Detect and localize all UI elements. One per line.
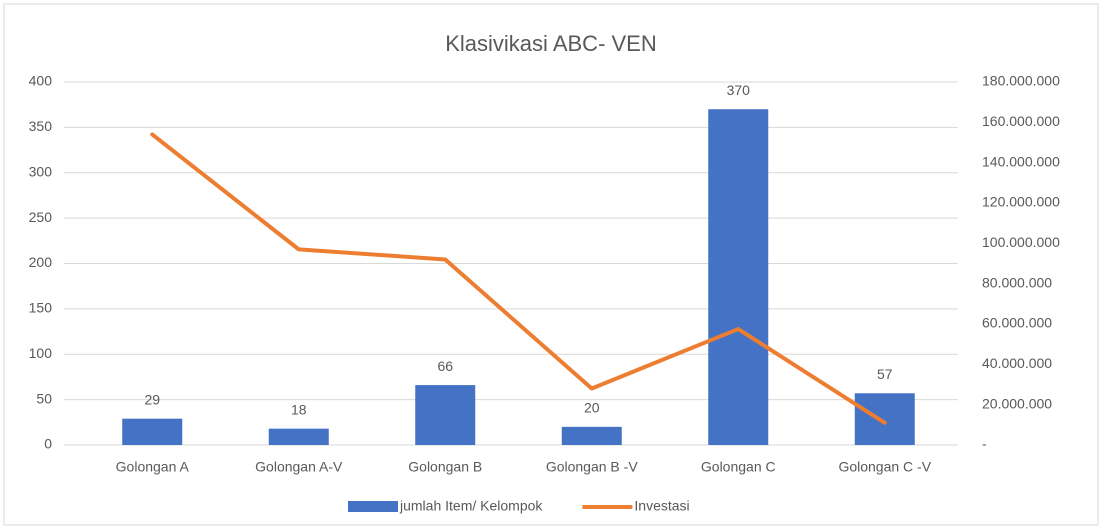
chart-title: Klasivikasi ABC- VEN xyxy=(445,31,657,56)
y-tick-label: 400 xyxy=(29,73,53,89)
x-tick-label: Golongan B xyxy=(408,459,482,475)
y2-tick-label: 20.000.000 xyxy=(982,395,1052,411)
legend-label: jumlah Item/ Kelompok xyxy=(399,498,543,514)
y2-tick-label: 60.000.000 xyxy=(982,315,1052,331)
y-tick-label: 50 xyxy=(36,390,52,406)
y2-tick-label: 140.000.000 xyxy=(982,153,1060,169)
chart-frame xyxy=(3,3,1099,526)
y-tick-label: 0 xyxy=(44,436,52,452)
x-tick-label: Golongan C -V xyxy=(838,459,931,475)
y2-tick-label: 160.000.000 xyxy=(982,113,1060,129)
data-label: 66 xyxy=(437,358,453,374)
y-tick-label: 100 xyxy=(29,345,53,361)
y-tick-label: 350 xyxy=(29,118,53,134)
bar xyxy=(122,418,183,445)
y-tick-label: 150 xyxy=(29,300,53,316)
data-label: 29 xyxy=(144,391,160,407)
bar xyxy=(415,385,476,445)
y-tick-label: 300 xyxy=(29,163,53,179)
x-tick-label: Golongan B -V xyxy=(546,459,638,475)
y2-tick-label: 100.000.000 xyxy=(982,234,1060,250)
data-label: 20 xyxy=(584,400,600,416)
y2-tick-label: 40.000.000 xyxy=(982,355,1052,371)
y2-tick-label: - xyxy=(982,436,987,452)
x-tick-label: Golongan C xyxy=(701,459,776,475)
legend-label: Investasi xyxy=(634,498,689,514)
x-tick-label: Golongan A xyxy=(116,459,190,475)
data-label: 57 xyxy=(877,366,893,382)
y2-tick-label: 120.000.000 xyxy=(982,194,1060,210)
line xyxy=(150,132,887,425)
bar xyxy=(268,428,329,445)
y2-tick-label: 80.000.000 xyxy=(982,274,1052,290)
bar xyxy=(854,393,915,445)
x-tick-label: Golongan A-V xyxy=(255,459,343,475)
y-tick-label: 200 xyxy=(29,254,53,270)
bar xyxy=(708,109,769,445)
y2-tick-label: 180.000.000 xyxy=(982,73,1060,89)
data-label: 370 xyxy=(727,82,751,98)
data-label: 18 xyxy=(291,401,307,417)
bar xyxy=(561,426,622,445)
y-tick-label: 250 xyxy=(29,209,53,225)
legend-swatch xyxy=(348,501,398,512)
